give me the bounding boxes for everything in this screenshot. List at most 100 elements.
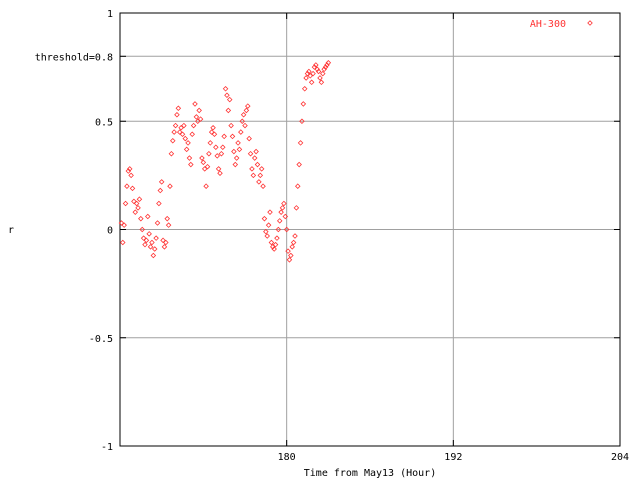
data-point	[290, 239, 297, 246]
x-tick-label: 180	[278, 452, 296, 463]
data-point	[176, 129, 183, 135]
data-point	[206, 150, 212, 157]
data-point	[182, 135, 189, 142]
y-tick-label: 0.5	[95, 117, 113, 128]
axis-ticks: 1 threshold=0.8 0.5 0 -0.5 -1 180 192 204	[35, 9, 629, 463]
data-point	[161, 244, 168, 250]
data-point	[286, 257, 293, 263]
data-point	[321, 66, 327, 73]
data-point	[261, 215, 268, 222]
data-point	[172, 122, 179, 129]
data-point	[306, 68, 312, 75]
data-point	[314, 66, 320, 73]
data-point	[154, 220, 161, 226]
data-point	[251, 155, 258, 161]
data-point	[256, 179, 262, 185]
data-point	[218, 150, 225, 157]
y-tick-label: -1	[101, 442, 113, 453]
legend-label: AH-300	[530, 19, 566, 30]
data-point	[281, 200, 287, 207]
data-point	[226, 96, 233, 103]
data-point	[220, 144, 226, 150]
data-point	[263, 228, 269, 235]
data-point	[167, 183, 173, 189]
data-point	[183, 146, 190, 153]
data-point	[267, 209, 273, 215]
data-point	[289, 244, 295, 250]
data-point	[170, 137, 176, 144]
data-point	[239, 118, 245, 125]
data-point	[271, 246, 277, 252]
data-point	[128, 172, 134, 179]
data-point	[120, 239, 126, 246]
y-tick-label: 1	[107, 9, 113, 20]
data-point	[231, 148, 237, 155]
data-point	[179, 131, 186, 138]
data-point	[151, 246, 158, 252]
data-point	[325, 60, 332, 66]
data-point	[131, 198, 137, 205]
data-point	[229, 133, 236, 140]
data-point	[197, 116, 204, 122]
data-point	[121, 222, 127, 228]
data-point	[189, 131, 195, 138]
data-point	[214, 153, 220, 159]
data-point	[308, 79, 315, 86]
data-point	[282, 213, 289, 220]
data-point	[295, 183, 301, 189]
data-point	[157, 187, 164, 194]
data-point	[210, 124, 216, 131]
data-point	[300, 101, 307, 107]
data-point	[276, 218, 283, 224]
data-point	[199, 155, 205, 161]
data-point	[279, 205, 286, 211]
data-point	[150, 252, 157, 259]
data-point	[320, 70, 326, 77]
data-point	[122, 200, 129, 207]
data-point	[258, 166, 265, 172]
data-point	[225, 107, 232, 114]
data-point	[296, 161, 302, 168]
data-point	[129, 185, 136, 192]
y-tick-label: -0.5	[89, 334, 113, 345]
data-point	[304, 70, 311, 77]
data-point	[250, 172, 257, 179]
data-point	[249, 166, 255, 172]
data-point	[317, 75, 323, 81]
data-point	[257, 172, 264, 179]
data-point	[299, 118, 305, 125]
data-point	[208, 129, 215, 135]
data-point	[211, 131, 218, 138]
data-point	[297, 140, 304, 146]
data-point	[301, 86, 308, 92]
data-point	[164, 215, 170, 222]
data-point	[240, 111, 247, 118]
data-point	[233, 155, 240, 161]
data-point	[146, 231, 152, 237]
data-point	[288, 252, 294, 259]
data-point	[192, 101, 198, 107]
data-point	[174, 111, 180, 118]
data-point	[222, 86, 229, 92]
data-point	[311, 64, 318, 70]
data-point	[204, 163, 211, 170]
x-axis-label: Time from May13 (Hour)	[304, 468, 436, 479]
data-point	[124, 183, 130, 189]
data-point	[324, 62, 330, 68]
data-point	[315, 68, 322, 75]
data-point	[156, 200, 162, 207]
data-point	[125, 168, 132, 174]
data-point	[215, 166, 222, 172]
data-point	[278, 209, 284, 215]
data-point	[138, 215, 144, 222]
legend-marker	[587, 20, 593, 26]
data-point	[228, 122, 234, 129]
data-point	[268, 239, 275, 246]
data-point	[303, 75, 309, 81]
y-tick-label: threshold=0.8	[35, 52, 113, 63]
data-point	[242, 122, 248, 129]
data-point	[313, 62, 319, 68]
data-point	[293, 205, 300, 211]
data-point	[153, 235, 159, 241]
